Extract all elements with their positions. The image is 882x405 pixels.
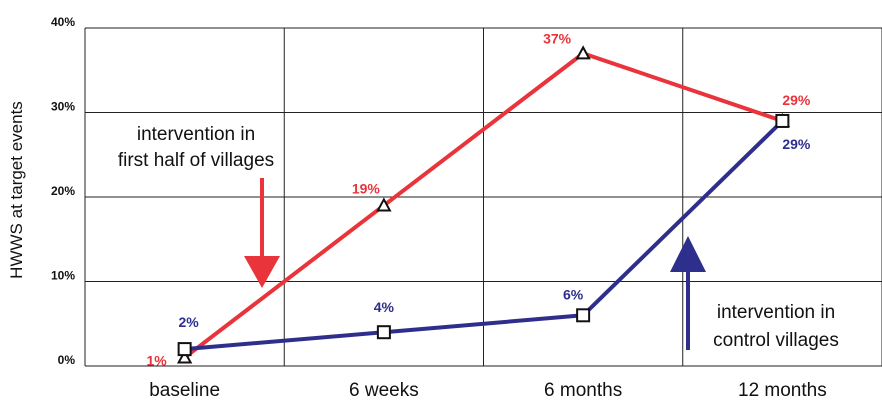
y-tick-label: 40% [51,15,75,29]
triangle-marker [176,349,193,364]
series-1: 1% 19% 37% 29% [147,30,811,368]
x-tick-label: 6 months [544,380,622,401]
y-tick-label: 10% [51,269,75,283]
y-tick-label: 30% [51,100,75,114]
series-2: 2% 4% 6% 29% [177,113,811,357]
data-label: 29% [782,136,811,152]
data-label: 19% [352,180,381,196]
y-axis-label: HWWS at target events [7,101,26,279]
square-marker [775,113,790,128]
annotation-control-line2: control villages [713,330,839,351]
data-label: 37% [543,30,572,46]
up-arrow-icon [670,236,706,350]
annotation-control-line1: intervention in [717,302,835,323]
y-tick-label: 0% [58,353,76,367]
y-tick-labels: 0% 10% 20% 30% 40% [51,15,75,367]
square-marker [177,342,192,357]
triangle-marker [575,45,591,60]
series-layer: 1% 19% 37% 29% 2% 4% 6% 29% [147,30,811,368]
grid [84,27,882,367]
data-label: 2% [179,314,200,330]
x-tick-label: baseline [149,380,220,401]
series-line [183,51,784,360]
data-label: 29% [782,92,811,108]
x-tick-labels: baseline 6 weeks 6 months 12 months [149,380,827,401]
data-label: 1% [147,353,168,369]
square-marker [376,325,391,340]
down-arrow-icon [244,178,280,288]
annotation-control: intervention in control villages [670,236,839,351]
square-marker [576,308,591,323]
triangle-marker [376,197,392,212]
x-tick-label: 12 months [738,380,827,401]
annotation-first-line1: intervention in [137,124,255,145]
series-line [184,119,784,352]
annotation-first-half: intervention in first half of villages [118,124,280,288]
data-label: 6% [563,286,584,302]
data-label: 4% [374,299,395,315]
x-tick-label: 6 weeks [349,380,419,401]
y-tick-label: 20% [51,184,75,198]
annotation-first-line2: first half of villages [118,150,274,171]
